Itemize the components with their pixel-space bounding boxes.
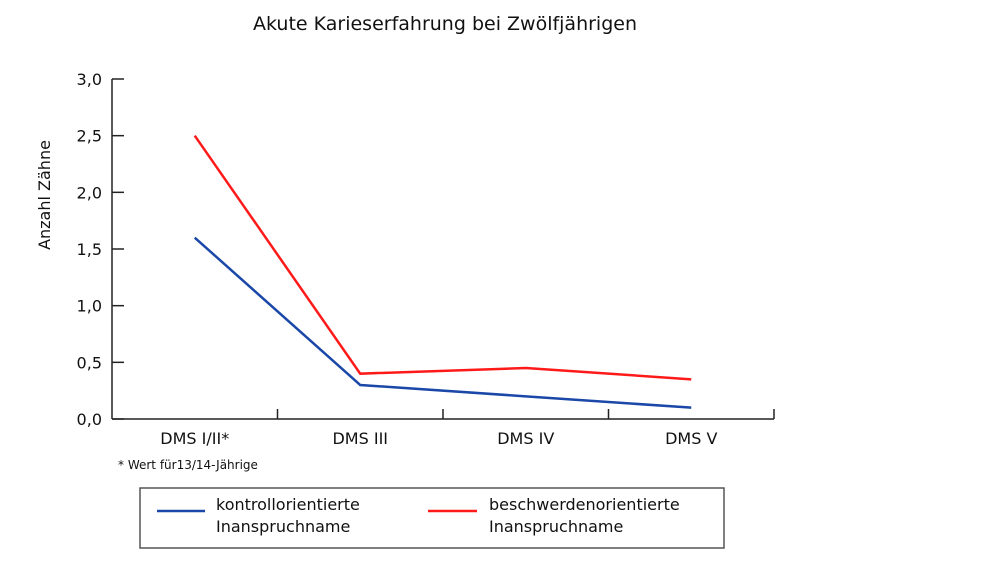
y-tick-label: 1,5 <box>77 240 102 259</box>
y-axis-label: Anzahl Zähne <box>35 140 54 250</box>
legend-label-kontrollorientierte-line1: kontrollorientierte <box>216 495 360 514</box>
series-line-beschwerdenorientierte <box>193 134 692 381</box>
y-tick-label: 3,0 <box>77 70 102 89</box>
y-tick-label: 0,5 <box>77 353 102 372</box>
legend-label-beschwerdenorientierte-line2: Inanspruchname <box>489 517 623 536</box>
legend-box <box>139 487 725 549</box>
series-line-kontrollorientierte <box>193 236 692 409</box>
chart-title: Akute Karieserfahrung bei Zwölfjährigen <box>253 13 637 35</box>
footnote: * Wert für13/14-Jährige <box>118 458 258 472</box>
x-tick-label: DMS IV <box>497 429 554 448</box>
x-tick-label: DMS III <box>332 429 388 448</box>
x-tick-label: DMS I/II* <box>160 429 229 448</box>
legend: kontrollorientierte Inanspruchname besch… <box>139 487 725 549</box>
legend-label-beschwerdenorientierte-line1: beschwerdenorientierte <box>489 495 680 514</box>
y-tick-label: 2,5 <box>77 127 102 146</box>
y-tick-label: 1,0 <box>77 297 102 316</box>
x-tick-label: DMS V <box>665 429 717 448</box>
y-tick-label: 0,0 <box>77 410 102 429</box>
legend-label-kontrollorientierte-line2: Inanspruchname <box>216 517 350 536</box>
axes: 0,0 0,5 1,0 1,5 2,0 2,5 3,0 DMS I/II* DMS III DMS… <box>77 70 775 448</box>
y-tick-label: 2,0 <box>77 183 102 202</box>
series-lines <box>193 134 692 409</box>
